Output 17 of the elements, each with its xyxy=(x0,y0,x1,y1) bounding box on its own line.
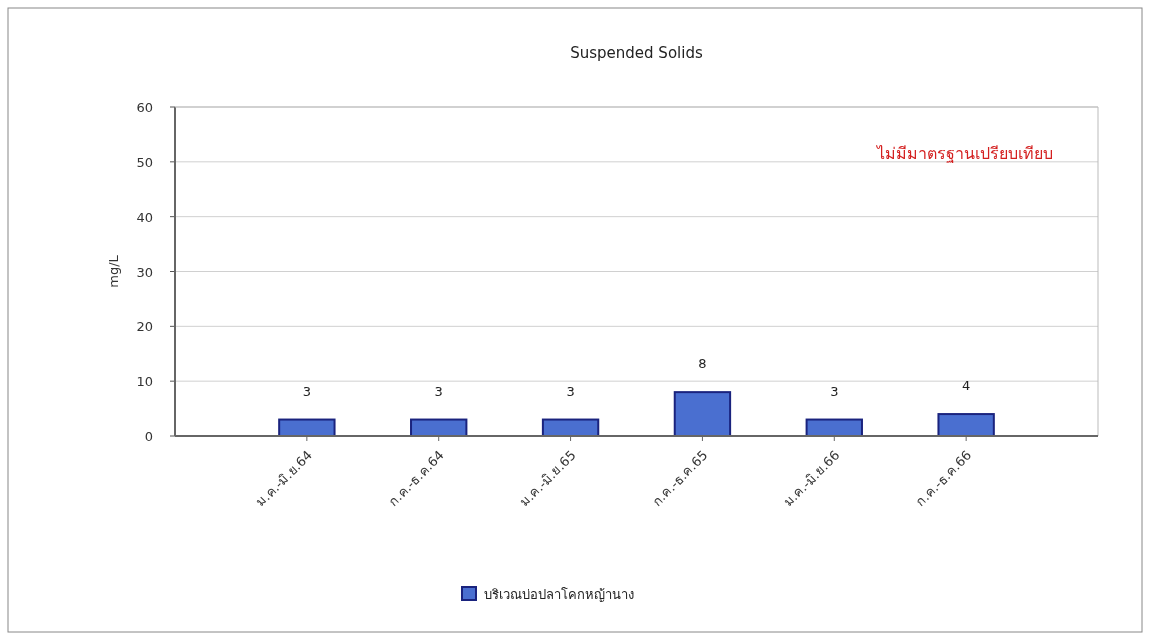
y-tick-label: 10 xyxy=(136,374,153,390)
y-tick-label: 30 xyxy=(136,264,153,280)
data-label: 3 xyxy=(434,383,443,399)
data-label: 4 xyxy=(962,378,971,394)
legend-label: บริเวณบ่อปลาโคกหญ้านาง xyxy=(484,587,634,602)
data-label: 3 xyxy=(302,383,311,399)
y-tick-label: 20 xyxy=(136,319,153,335)
chart-title: Suspended Solids xyxy=(570,44,703,62)
y-tick-label: 50 xyxy=(136,154,153,170)
data-label: 3 xyxy=(830,383,839,399)
y-axis-title: mg/L xyxy=(106,254,121,288)
y-tick-label: 60 xyxy=(136,100,153,115)
annotation: ไม่มีมาตรฐานเปรียบเทียบ xyxy=(875,144,1053,163)
y-tick-label: 0 xyxy=(144,429,153,444)
data-label: 8 xyxy=(698,356,707,372)
data-label: 3 xyxy=(566,383,575,399)
y-tick-label: 40 xyxy=(136,209,153,225)
